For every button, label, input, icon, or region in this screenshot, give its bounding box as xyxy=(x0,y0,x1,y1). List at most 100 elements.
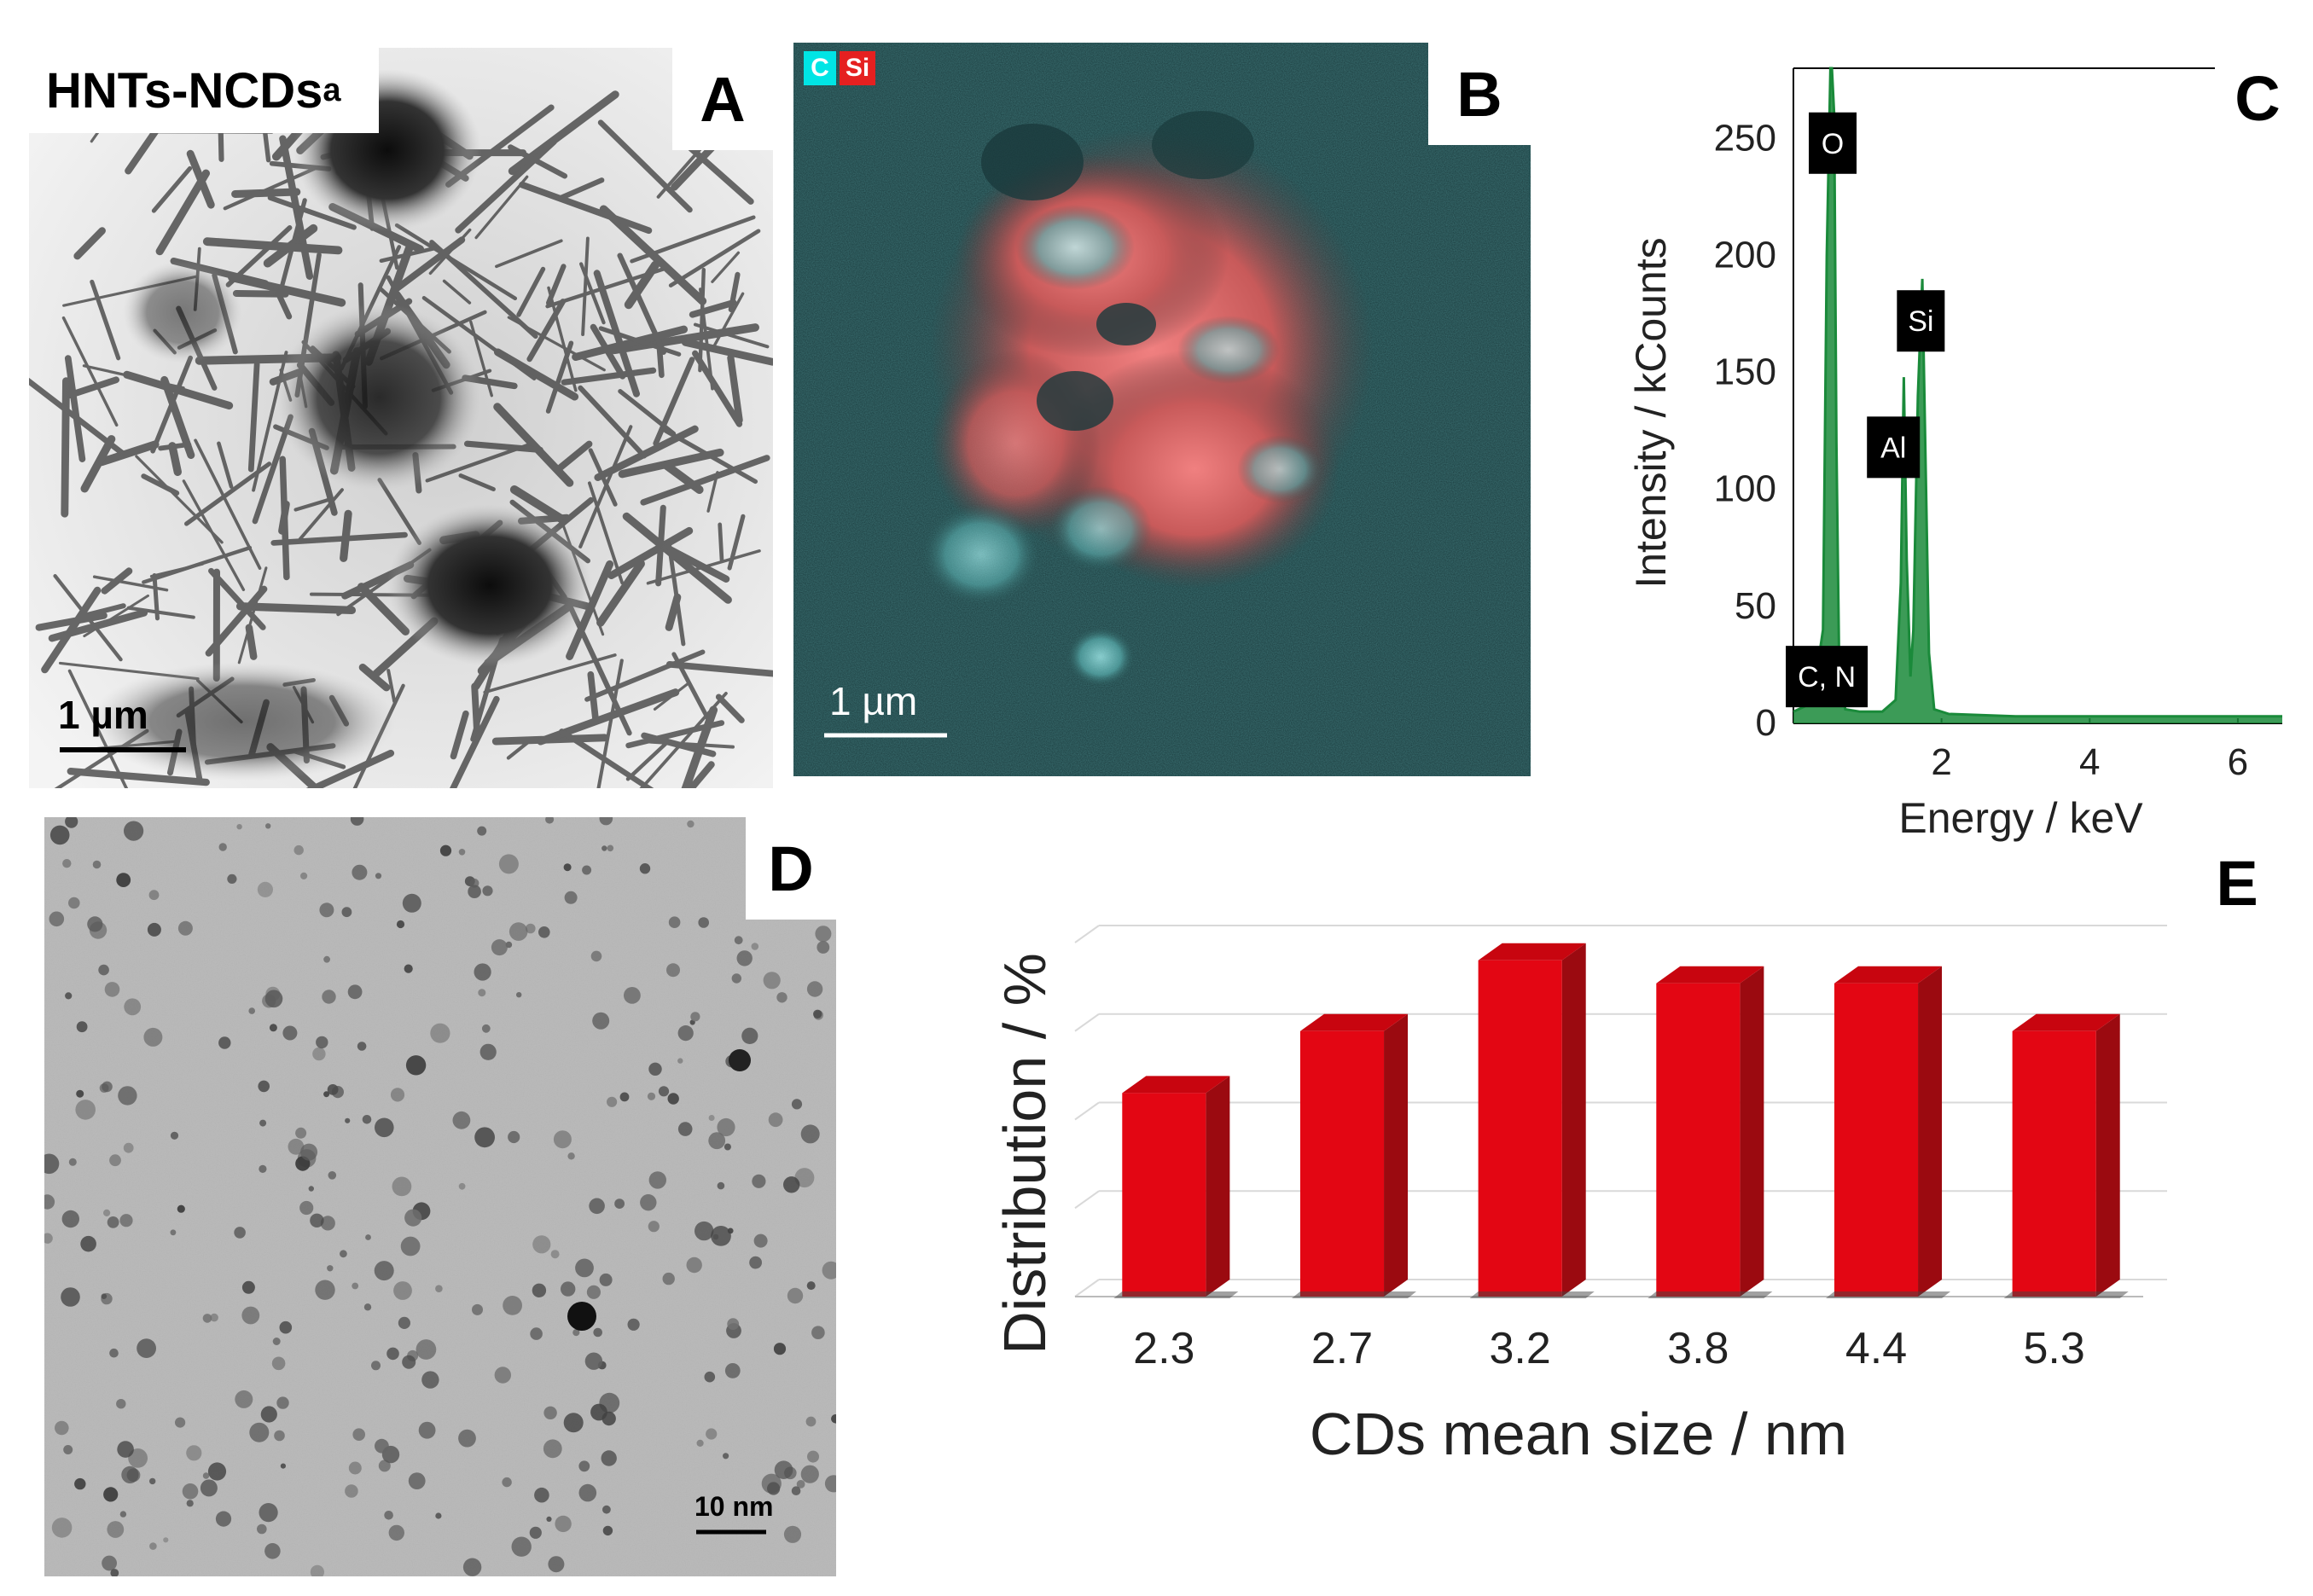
carbon-dot xyxy=(662,1272,675,1286)
carbon-dot xyxy=(92,860,102,869)
carbon-dot xyxy=(55,1420,69,1436)
nanotube xyxy=(578,262,606,325)
carbon-dot xyxy=(538,926,550,938)
carbon-dot xyxy=(207,1462,227,1481)
carbon-dot xyxy=(418,1421,436,1439)
nanotube xyxy=(506,740,531,760)
y-tick-label: 150 xyxy=(1714,351,1776,393)
carbon-dot xyxy=(236,824,242,830)
bar-side xyxy=(1384,1013,1409,1297)
carbon-dot xyxy=(257,1523,267,1535)
bar-side xyxy=(1561,943,1586,1297)
carbon-dot xyxy=(791,1486,801,1495)
carbon-dot xyxy=(690,1012,700,1022)
carbon-dot xyxy=(234,1227,246,1239)
carbon-dot xyxy=(143,1027,163,1047)
nanotube xyxy=(641,732,717,757)
nanotube xyxy=(125,123,162,175)
x-tick-label: 3.8 xyxy=(1667,1324,1729,1373)
carbon-dot xyxy=(218,1036,231,1049)
peak-label-box xyxy=(1786,646,1868,708)
carbon-dot xyxy=(582,865,592,875)
carbon-dot xyxy=(516,992,522,998)
nanotube xyxy=(555,440,593,473)
carbon-dot xyxy=(215,1511,232,1527)
carbon-dot xyxy=(813,1009,822,1019)
carbon-dot xyxy=(822,1261,840,1280)
peak-label-box xyxy=(1897,290,1945,352)
scale-label-d: 10 nm xyxy=(694,1491,774,1522)
carbon-dot xyxy=(352,1428,366,1441)
carbon-dot xyxy=(177,920,193,936)
carbon-dot xyxy=(295,1127,307,1139)
carbon-dot xyxy=(80,1235,96,1252)
carbon-dot xyxy=(607,844,614,852)
carbon-dot xyxy=(98,964,109,976)
carbon-dot xyxy=(479,1043,497,1060)
carbon-dot xyxy=(546,1516,552,1522)
carbon-dot xyxy=(362,1115,372,1124)
nanotube xyxy=(622,512,732,604)
nanotube xyxy=(217,441,234,489)
carbon-dot xyxy=(210,1313,218,1322)
carbon-dot xyxy=(731,973,741,984)
carbon-dot xyxy=(502,1477,512,1488)
panel-label-c: C xyxy=(2215,51,2300,145)
carbon-dot xyxy=(599,1273,613,1286)
carbon-dot xyxy=(128,1448,148,1468)
carbon-dot xyxy=(648,1171,666,1189)
carbon-dot xyxy=(272,1338,281,1345)
peak-label: Al xyxy=(1880,432,1906,464)
carbon-dot xyxy=(408,1472,426,1489)
nanotube xyxy=(386,669,397,703)
nanotube xyxy=(97,440,160,467)
nanotube xyxy=(617,252,666,355)
peak-label: C, N xyxy=(1798,661,1856,694)
nanotube xyxy=(245,624,258,660)
nanotube xyxy=(151,165,193,213)
bar xyxy=(1299,1030,1385,1297)
carbon-dot xyxy=(74,1477,86,1490)
x-tick-label: 2.3 xyxy=(1133,1324,1194,1373)
carbon-dot xyxy=(767,1482,781,1495)
carbon-dot xyxy=(508,1130,520,1144)
carbon-dot xyxy=(667,1093,679,1105)
panel-a-micrograph xyxy=(6,48,815,812)
nanotube xyxy=(689,299,737,318)
carbon-dot xyxy=(109,1348,119,1358)
nanotube xyxy=(450,710,469,760)
carbon-dot xyxy=(186,1500,194,1507)
x-tick-label: 3.2 xyxy=(1490,1324,1551,1373)
carbon-dot xyxy=(717,1181,725,1190)
carbon-dot xyxy=(241,1306,260,1325)
carbon-dot xyxy=(601,1450,617,1466)
carbon-dot xyxy=(727,1227,734,1234)
nanotube xyxy=(689,761,715,792)
carbon-dot xyxy=(241,1280,255,1294)
carbon-dot xyxy=(68,897,80,909)
carbon-dot xyxy=(575,1258,594,1278)
carbon-dot xyxy=(117,1441,134,1458)
carbon-dot xyxy=(271,1356,286,1371)
carbon-dot xyxy=(76,1089,84,1098)
carbon-dot xyxy=(589,1198,605,1215)
nanotube xyxy=(718,522,724,562)
carbon-dot xyxy=(177,1204,185,1213)
carbon-dot xyxy=(107,1521,125,1538)
carbon-dot xyxy=(327,1265,334,1272)
panel-label-d: D xyxy=(746,817,836,920)
carbon-dot xyxy=(474,963,491,981)
carbon-dot xyxy=(435,1512,442,1519)
carbon-dot xyxy=(65,992,73,1000)
carbon-dot xyxy=(677,1122,693,1136)
nanotube xyxy=(590,323,626,380)
carbon-dot xyxy=(648,1221,660,1233)
carbon-dot xyxy=(248,1007,255,1014)
carbon-dot xyxy=(694,1221,714,1241)
carbon-dot xyxy=(478,989,486,997)
carbon-dot xyxy=(677,1025,694,1042)
peak-label-box xyxy=(1867,416,1921,479)
nanotube xyxy=(247,361,260,473)
carbon-dot xyxy=(458,1182,466,1190)
carbon-dot xyxy=(63,1445,73,1454)
